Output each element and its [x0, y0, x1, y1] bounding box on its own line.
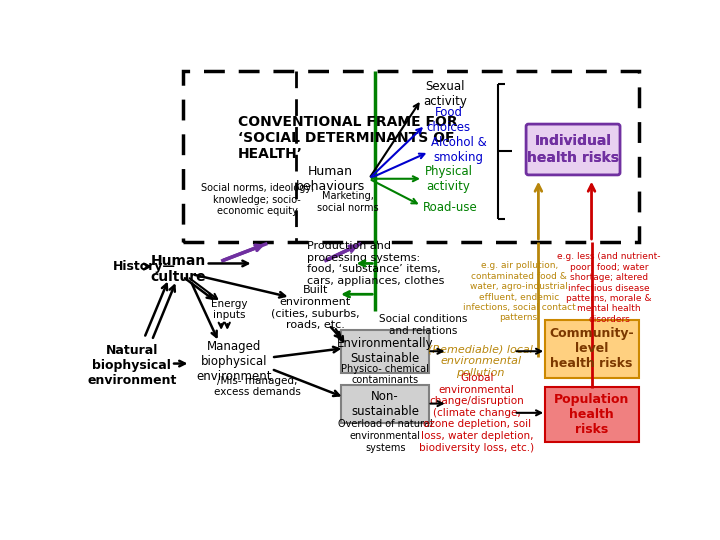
Text: History—: History— [113, 260, 176, 273]
FancyBboxPatch shape [544, 387, 639, 442]
Text: Overload of natural
environmental
systems: Overload of natural environmental system… [338, 420, 433, 453]
Text: Built
environment
(cities, suburbs,
roads, etc.: Built environment (cities, suburbs, road… [271, 285, 359, 330]
Text: Population
health
risks: Population health risks [554, 393, 629, 436]
Text: e.g. less (and nutrient-
poor) food; water
shortage; altered
infectious disease
: e.g. less (and nutrient- poor) food; wat… [557, 252, 661, 324]
Text: Community-
level
health risks: Community- level health risks [549, 327, 634, 370]
Text: Marketing,
social norms: Marketing, social norms [318, 191, 379, 213]
FancyBboxPatch shape [526, 124, 620, 175]
FancyBboxPatch shape [341, 330, 429, 373]
Text: CONVENTIONAL FRAME FOR
‘SOCIAL DETERMINANTS OF
HEALTH’: CONVENTIONAL FRAME FOR ‘SOCIAL DETERMINA… [238, 115, 458, 161]
Text: Non-
sustainable: Non- sustainable [351, 389, 419, 417]
FancyBboxPatch shape [544, 320, 639, 378]
Text: Sexual
activity: Sexual activity [423, 80, 467, 108]
Text: Production and
processing systems:
food, ‘substance’ items,
cars, appliances, cl: Production and processing systems: food,… [307, 241, 445, 286]
Text: Social norms, ideology,
knowledge; socio-
economic equity: Social norms, ideology, knowledge; socio… [201, 183, 314, 216]
Text: Alcohol &
smoking: Alcohol & smoking [431, 136, 486, 164]
Text: Environmentally
Sustainable: Environmentally Sustainable [337, 338, 433, 365]
Text: Individual
health risks: Individual health risks [527, 134, 619, 165]
Text: e.g. air pollution,
contaminated food &
water, agro-industrial
effluent, endemic: e.g. air pollution, contaminated food & … [463, 261, 575, 322]
Text: Global
environmental
change/disruption
(climate change,
ozone depletion, soil
lo: Global environmental change/disruption (… [419, 373, 534, 453]
Text: Natural
biophysical
environment: Natural biophysical environment [87, 343, 176, 387]
Text: Human
behaviours: Human behaviours [296, 165, 365, 193]
Text: Physical
activity: Physical activity [425, 165, 472, 193]
Text: Road-use: Road-use [423, 201, 477, 214]
Text: /Mis- managed;
excess demands: /Mis- managed; excess demands [214, 376, 301, 397]
Text: Social conditions
and relations: Social conditions and relations [379, 314, 467, 336]
Text: Managed
biophysical
environment: Managed biophysical environment [197, 340, 272, 383]
Text: Food
choices: Food choices [427, 106, 471, 134]
Text: Energy
inputs: Energy inputs [211, 299, 247, 320]
Text: Human
culture: Human culture [150, 254, 206, 284]
Text: (Remediable) local
environmental
pollution: (Remediable) local environmental polluti… [428, 345, 533, 378]
Text: Physico- chemical
contaminants: Physico- chemical contaminants [341, 363, 429, 385]
Text: Individual
health risks: Individual health risks [527, 134, 619, 165]
FancyBboxPatch shape [341, 385, 429, 423]
